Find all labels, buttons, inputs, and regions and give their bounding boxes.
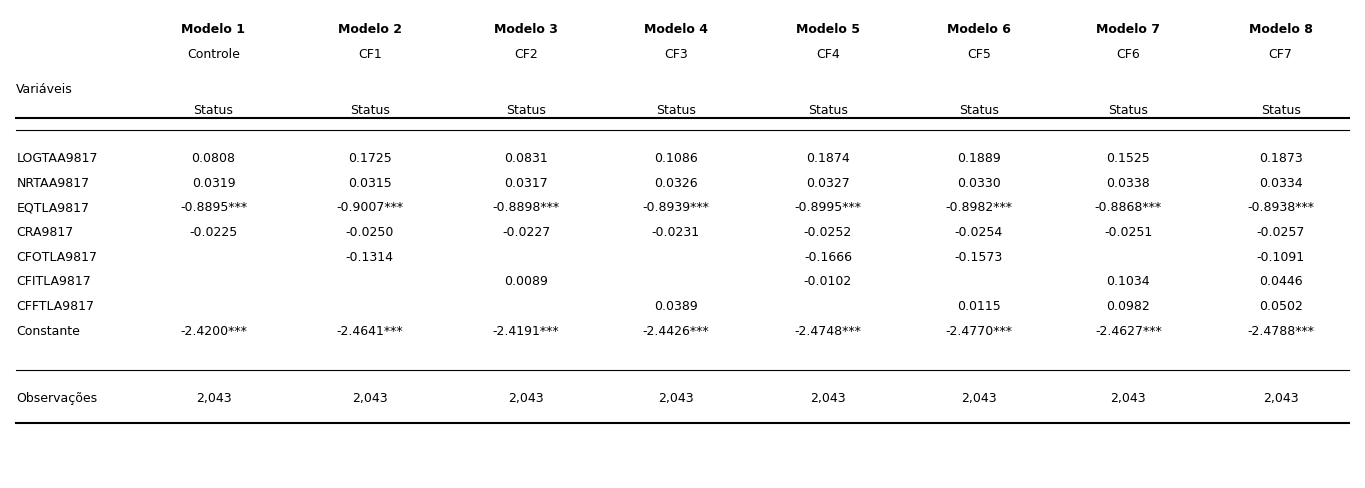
Text: -2.4191***: -2.4191*** [493, 324, 560, 337]
Text: -2.4788***: -2.4788*** [1248, 324, 1314, 337]
Text: 0.0446: 0.0446 [1259, 275, 1302, 287]
Text: -2.4770***: -2.4770*** [946, 324, 1013, 337]
Text: Constante: Constante [16, 324, 81, 337]
Text: -0.0252: -0.0252 [804, 225, 852, 239]
Text: -0.1573: -0.1573 [954, 250, 1003, 263]
Text: -0.1091: -0.1091 [1257, 250, 1305, 263]
Text: Modelo 2: Modelo 2 [337, 23, 401, 36]
Text: Status: Status [960, 103, 999, 116]
Text: -0.8868***: -0.8868*** [1095, 201, 1162, 214]
Text: -0.8895***: -0.8895*** [180, 201, 247, 214]
Text: -2.4200***: -2.4200*** [180, 324, 247, 337]
Text: Status: Status [655, 103, 696, 116]
Text: 0.0334: 0.0334 [1259, 176, 1302, 189]
Text: Status: Status [349, 103, 390, 116]
Text: -2.4641***: -2.4641*** [337, 324, 403, 337]
Text: CF5: CF5 [966, 48, 991, 61]
Text: -0.8995***: -0.8995*** [794, 201, 861, 214]
Text: 2,043: 2,043 [1111, 391, 1147, 404]
Text: 0.0338: 0.0338 [1107, 176, 1151, 189]
Text: 0.0317: 0.0317 [504, 176, 547, 189]
Text: 2,043: 2,043 [1263, 391, 1298, 404]
Text: -2.4627***: -2.4627*** [1095, 324, 1162, 337]
Text: 0.0326: 0.0326 [654, 176, 698, 189]
Text: CF7: CF7 [1268, 48, 1293, 61]
Text: CRA9817: CRA9817 [16, 225, 74, 239]
Text: Modelo 3: Modelo 3 [494, 23, 558, 36]
Text: Modelo 4: Modelo 4 [644, 23, 707, 36]
Text: CF2: CF2 [515, 48, 538, 61]
Text: -0.0257: -0.0257 [1256, 225, 1305, 239]
Text: 2,043: 2,043 [658, 391, 693, 404]
Text: NRTAA9817: NRTAA9817 [16, 176, 90, 189]
Text: LOGTAA9817: LOGTAA9817 [16, 152, 98, 164]
Text: -0.0231: -0.0231 [651, 225, 700, 239]
Text: 0.1525: 0.1525 [1107, 152, 1151, 164]
Text: 0.1034: 0.1034 [1107, 275, 1151, 287]
Text: Status: Status [1108, 103, 1148, 116]
Text: Status: Status [194, 103, 233, 116]
Text: -2.4748***: -2.4748*** [794, 324, 861, 337]
Text: 0.0315: 0.0315 [348, 176, 392, 189]
Text: Controle: Controle [187, 48, 240, 61]
Text: -0.1666: -0.1666 [804, 250, 852, 263]
Text: Status: Status [506, 103, 546, 116]
Text: -0.8938***: -0.8938*** [1248, 201, 1314, 214]
Text: CF4: CF4 [816, 48, 839, 61]
Text: CF6: CF6 [1117, 48, 1140, 61]
Text: CF1: CF1 [358, 48, 382, 61]
Text: Observações: Observações [16, 391, 97, 404]
Text: -0.0225: -0.0225 [190, 225, 238, 239]
Text: 2,043: 2,043 [811, 391, 846, 404]
Text: 0.1086: 0.1086 [654, 152, 698, 164]
Text: 0.0330: 0.0330 [957, 176, 1001, 189]
Text: 2,043: 2,043 [352, 391, 388, 404]
Text: Modelo 8: Modelo 8 [1249, 23, 1313, 36]
Text: Status: Status [1261, 103, 1301, 116]
Text: EQTLA9817: EQTLA9817 [16, 201, 89, 214]
Text: -0.8898***: -0.8898*** [493, 201, 560, 214]
Text: 0.0115: 0.0115 [957, 299, 1001, 312]
Text: CFOTLA9817: CFOTLA9817 [16, 250, 97, 263]
Text: 0.0389: 0.0389 [654, 299, 698, 312]
Text: 2,043: 2,043 [508, 391, 545, 404]
Text: -0.0254: -0.0254 [954, 225, 1003, 239]
Text: -0.0250: -0.0250 [345, 225, 394, 239]
Text: -0.8982***: -0.8982*** [946, 201, 1013, 214]
Text: 0.0982: 0.0982 [1107, 299, 1151, 312]
Text: 0.1725: 0.1725 [348, 152, 392, 164]
Text: Modelo 1: Modelo 1 [182, 23, 246, 36]
Text: -0.0227: -0.0227 [502, 225, 550, 239]
Text: Variáveis: Variáveis [16, 83, 74, 96]
Text: 2,043: 2,043 [195, 391, 231, 404]
Text: Modelo 7: Modelo 7 [1096, 23, 1160, 36]
Text: 0.1873: 0.1873 [1259, 152, 1302, 164]
Text: -0.8939***: -0.8939*** [643, 201, 710, 214]
Text: Modelo 6: Modelo 6 [947, 23, 1011, 36]
Text: Modelo 5: Modelo 5 [796, 23, 860, 36]
Text: Status: Status [808, 103, 848, 116]
Text: CF3: CF3 [663, 48, 688, 61]
Text: 0.1874: 0.1874 [807, 152, 850, 164]
Text: -2.4426***: -2.4426*** [643, 324, 708, 337]
Text: -0.1314: -0.1314 [345, 250, 394, 263]
Text: 0.0808: 0.0808 [191, 152, 236, 164]
Text: 0.0831: 0.0831 [504, 152, 547, 164]
Text: 0.1889: 0.1889 [957, 152, 1001, 164]
Text: 0.0319: 0.0319 [191, 176, 235, 189]
Text: 0.0502: 0.0502 [1259, 299, 1302, 312]
Text: 0.0327: 0.0327 [807, 176, 850, 189]
Text: 0.0089: 0.0089 [504, 275, 549, 287]
Text: CFITLA9817: CFITLA9817 [16, 275, 91, 287]
Text: -0.9007***: -0.9007*** [336, 201, 404, 214]
Text: 2,043: 2,043 [961, 391, 996, 404]
Text: -0.0102: -0.0102 [804, 275, 852, 287]
Text: CFFTLA9817: CFFTLA9817 [16, 299, 94, 312]
Text: -0.0251: -0.0251 [1104, 225, 1152, 239]
